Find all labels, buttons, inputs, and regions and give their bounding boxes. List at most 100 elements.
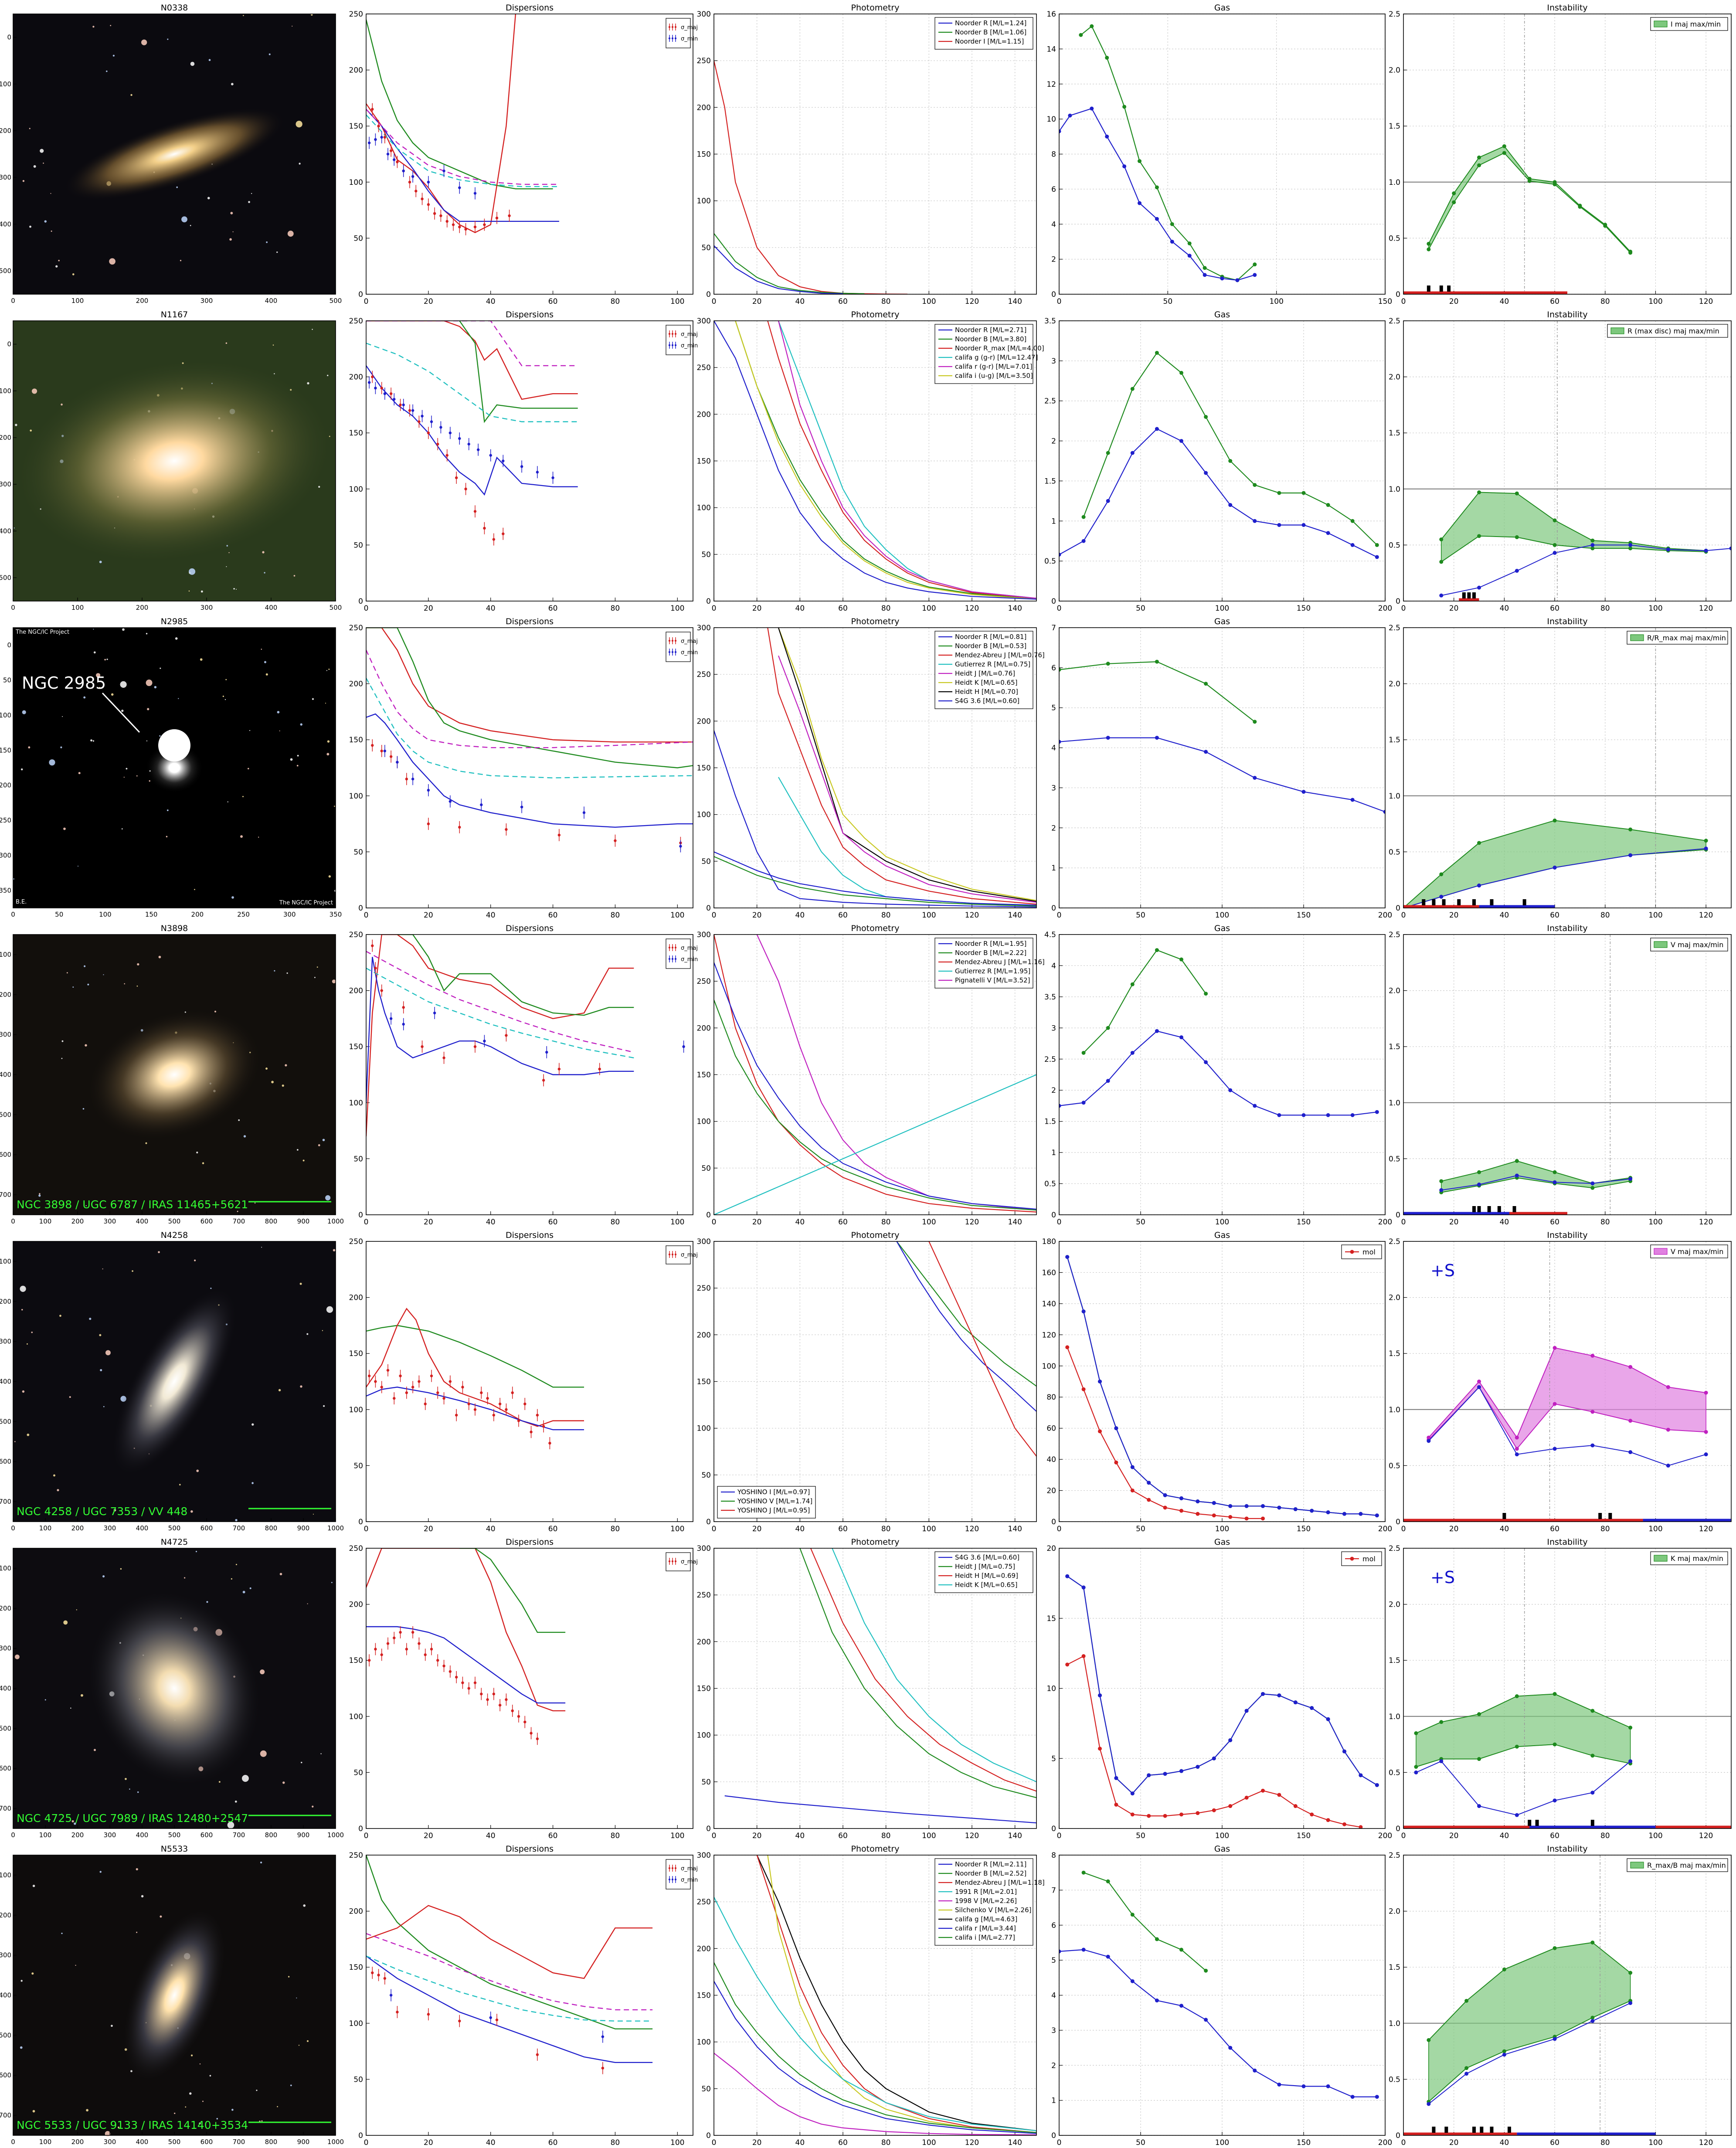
gas-legend-label: mol	[1362, 1248, 1376, 1256]
instability-border	[1403, 1548, 1732, 1829]
instability-xtick-label: 20	[1449, 2138, 1459, 2147]
photometry-ytick-label: 0	[706, 1825, 711, 1833]
photometry-curve-red	[767, 321, 1036, 599]
gas-border	[1059, 320, 1386, 602]
instability-max-curve-marker	[1553, 1346, 1557, 1350]
instability-min-curve-marker	[1427, 247, 1431, 252]
instability-xtick-label: 40	[1500, 1832, 1509, 1840]
star	[189, 2092, 192, 2095]
instability-border	[1403, 934, 1732, 1215]
star	[264, 572, 265, 574]
galaxy-title: N1167	[161, 310, 188, 319]
star	[251, 1482, 254, 1484]
star	[225, 342, 228, 344]
legend-swatch-marker	[1350, 1250, 1354, 1254]
gas-xtick-label: 100	[1215, 1832, 1229, 1840]
gas-ytick-label: 0	[1051, 290, 1056, 299]
gas-curve-blue-marker	[1068, 113, 1072, 118]
instability-xtick-label: 20	[1449, 297, 1459, 306]
gas-curve-blue-marker	[1277, 1693, 1281, 1698]
star	[218, 1781, 221, 1783]
instability-curve-blue-marker	[1515, 1173, 1519, 1178]
dispersions-xtick-label: 80	[611, 2138, 620, 2147]
dispersion-point	[511, 1391, 514, 1394]
legend-marker	[668, 37, 671, 40]
dispersions-xtick-label: 20	[424, 604, 433, 613]
dispersions-ytick-label: 50	[353, 2075, 363, 2084]
img-ytick-label: 300	[0, 851, 11, 859]
gas-curve-blue-marker	[1301, 523, 1306, 527]
instability-max-curve-marker	[1515, 491, 1519, 496]
instability-curve-blue-marker	[1439, 1759, 1444, 1764]
dispersion-curve-green	[366, 19, 553, 190]
photometry-plot-area	[724, 1548, 1036, 1824]
star	[258, 836, 259, 838]
legend-swatch	[1610, 327, 1624, 334]
instability-min-curve-marker	[1515, 1447, 1519, 1451]
instability-marker	[1472, 592, 1476, 598]
img-ytick-label: 100	[0, 711, 11, 719]
img-xtick-label: 600	[200, 1217, 213, 1225]
image-border	[13, 14, 336, 295]
gas-ytick-label: 6	[1051, 185, 1056, 194]
gas-ytick-label: 1	[1051, 2097, 1056, 2105]
star	[264, 661, 267, 663]
star	[286, 972, 288, 974]
dispersions-plot-area	[366, 14, 559, 235]
gas-curve-blue-marker	[1228, 2046, 1233, 2050]
photometry-xtick-label: 120	[965, 604, 979, 613]
img-xtick-label: 100	[71, 604, 84, 612]
gas-curve-blue	[1059, 1030, 1377, 1116]
dispersion-point	[455, 1414, 458, 1417]
instability-plot-area	[1403, 321, 1731, 601]
star	[124, 983, 125, 985]
gas-curve-blue-marker	[1277, 1113, 1281, 1117]
photometry-xtick-label: 20	[752, 1218, 762, 1227]
dispersions-legend-label: σ_maj	[681, 1866, 698, 1872]
gas-ytick-label: 80	[1046, 1393, 1056, 1402]
dispersion-point	[498, 1402, 502, 1406]
dispersion-curve-red	[366, 1308, 584, 1427]
img-xtick-label: 100	[99, 911, 112, 918]
instability-ytick-label: 1.5	[1389, 1656, 1400, 1665]
dispersion-curve-cyan	[366, 968, 634, 1059]
gas-xtick-label: 0	[1057, 1525, 1062, 1533]
star	[224, 699, 226, 700]
dispersions-panel: 0 20 40 60 80 100050100150200250Dispersionsσ_…	[349, 3, 698, 306]
dispersions-legend-label: σ_maj	[681, 1252, 698, 1258]
instability-ytick-label: 0	[1396, 1825, 1400, 1833]
star	[278, 1389, 281, 1392]
star	[189, 568, 196, 575]
photometry-legend-label: Noorder R [M/L=0.81]	[955, 633, 1026, 641]
gas-curve-blue-marker	[1187, 254, 1192, 258]
dispersions-xtick-label: 20	[424, 2138, 433, 2147]
instability-plot-area	[1403, 935, 1731, 1215]
instability-max-curve-marker	[1553, 1692, 1557, 1696]
gas-title: Gas	[1214, 1844, 1230, 1854]
instability-max-curve-marker	[1590, 538, 1595, 543]
gas-curve-red-marker	[1293, 1804, 1298, 1808]
star	[40, 149, 44, 153]
instability-max-curve-marker	[1628, 1726, 1633, 1730]
star	[176, 186, 178, 188]
star	[313, 1513, 314, 1515]
dispersions-plot-area	[366, 1308, 584, 1449]
photometry-ytick-label: 50	[701, 2085, 711, 2094]
img-ytick-label: 400	[0, 1685, 11, 1693]
dispersions-title: Dispersions	[506, 310, 554, 319]
gas-curve-blue-marker	[1081, 539, 1086, 543]
instability-plot-area	[1403, 1548, 1731, 1829]
instability-marker	[1535, 1820, 1539, 1826]
instability-xtick-label: 120	[1699, 911, 1713, 920]
legend-marker	[674, 958, 677, 960]
instability-xtick-label: 80	[1600, 1832, 1610, 1840]
dispersion-point	[473, 192, 477, 195]
instability-curve-blue-marker	[1729, 546, 1731, 551]
star	[99, 687, 101, 689]
instability-min-curve-marker	[1553, 1742, 1557, 1747]
instability-max-curve-marker	[1553, 1946, 1557, 1950]
legend-marker	[671, 958, 674, 960]
star	[72, 273, 75, 275]
